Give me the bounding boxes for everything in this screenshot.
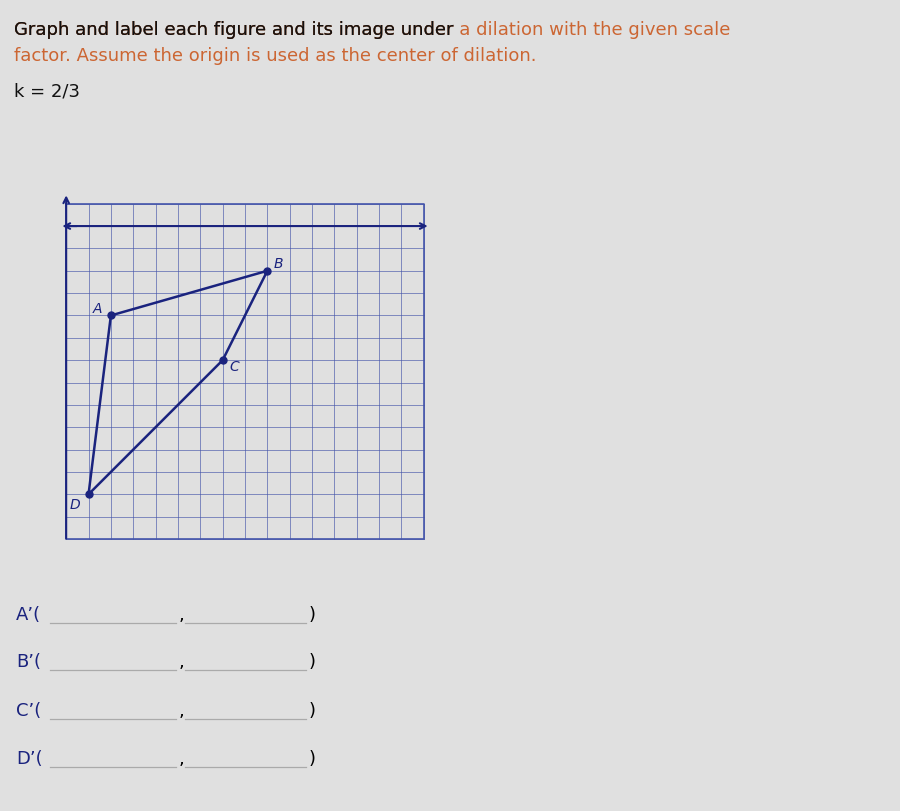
- Text: ,: ,: [178, 654, 184, 672]
- Text: ): ): [309, 606, 316, 624]
- Text: D’(: D’(: [16, 749, 43, 768]
- Text: B’(: B’(: [16, 654, 41, 672]
- Text: Graph and label each figure and its image under: Graph and label each figure and its imag…: [14, 21, 459, 39]
- Text: D: D: [70, 499, 80, 513]
- Text: ): ): [309, 749, 316, 768]
- Text: ,: ,: [178, 702, 184, 719]
- Text: C: C: [229, 360, 238, 374]
- Text: ,: ,: [178, 606, 184, 624]
- Text: Graph and label each figure and its image under a dilation with the given scale: Graph and label each figure and its imag…: [14, 21, 731, 39]
- Text: factor. Assume the origin is used as the center of dilation.: factor. Assume the origin is used as the…: [14, 47, 536, 65]
- Text: k = 2/3: k = 2/3: [14, 83, 80, 101]
- Text: Graph and label each figure and its image under: Graph and label each figure and its imag…: [14, 21, 459, 39]
- Text: A’(: A’(: [16, 606, 41, 624]
- Text: ): ): [309, 654, 316, 672]
- Text: B: B: [274, 257, 284, 271]
- Text: ,: ,: [178, 749, 184, 768]
- Text: C’(: C’(: [16, 702, 41, 719]
- Text: ): ): [309, 702, 316, 719]
- Text: A: A: [93, 302, 103, 315]
